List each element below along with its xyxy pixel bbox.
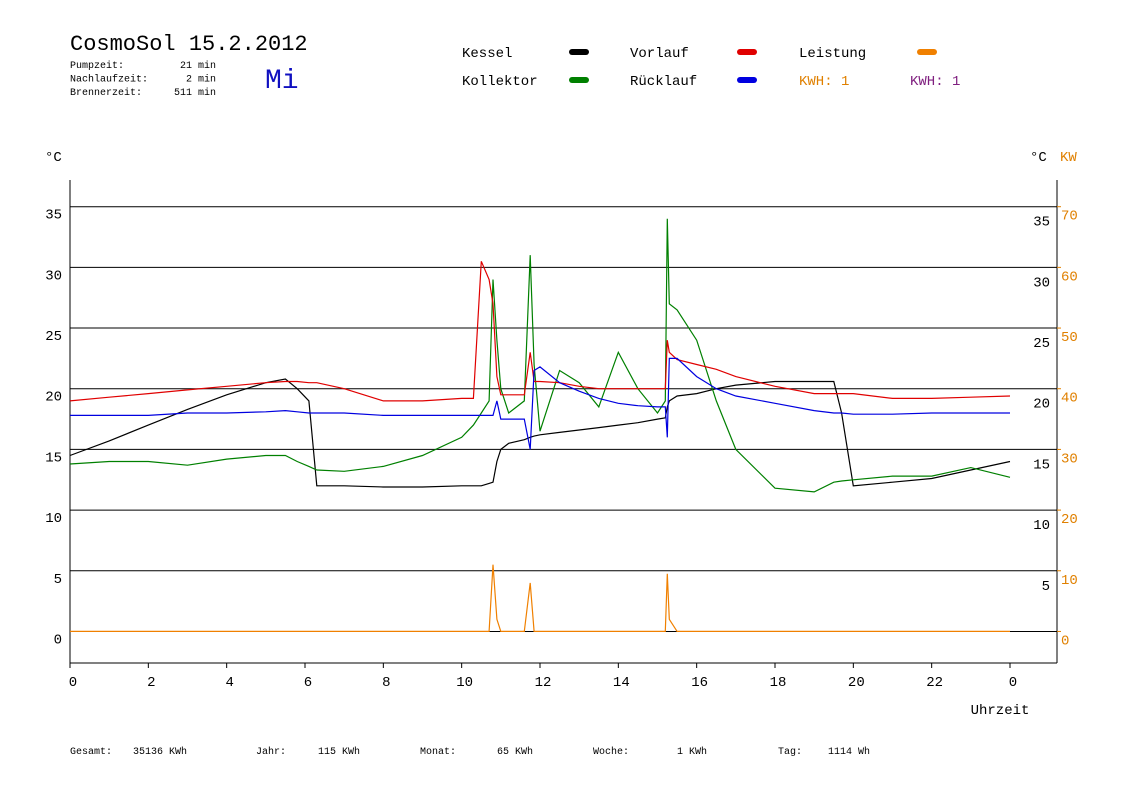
- total-value: 1114 Wh: [828, 746, 870, 758]
- stat-label: Nachlaufzeit:: [70, 74, 148, 86]
- y2-tick-label: 50: [1061, 330, 1078, 346]
- y-tick-label: 30: [45, 268, 62, 284]
- y-tick-label: 0: [54, 632, 62, 648]
- x-tick-label: 14: [613, 675, 630, 691]
- total-value: 35136 KWh: [133, 746, 187, 758]
- day-label: Mi: [265, 66, 299, 97]
- y-tick-label: 15: [45, 450, 62, 466]
- stat-label: Pumpzeit:: [70, 60, 124, 72]
- legend-label: Rücklauf: [630, 74, 697, 90]
- y-tick-label: 20: [45, 390, 62, 406]
- y2-axis-label: KW: [1060, 150, 1077, 166]
- x-tick-label: 12: [535, 675, 552, 691]
- y-tick-label: 35: [45, 208, 62, 224]
- y-axis-label-right: °C: [1030, 150, 1047, 166]
- series-line: [69, 261, 1011, 402]
- kwh-label: KWH: 1: [799, 74, 849, 90]
- y-tick-label: 25: [45, 329, 62, 345]
- total-label: Gesamt:: [70, 747, 112, 758]
- stat-value: 21 min: [180, 60, 216, 72]
- series-line: [69, 218, 1011, 493]
- x-tick-label: 6: [304, 675, 312, 691]
- total-value: 65 KWh: [497, 746, 533, 758]
- y-tick-label-right: 35: [1033, 215, 1050, 231]
- x-axis-label: Uhrzeit: [971, 703, 1030, 719]
- total-value: 1 KWh: [677, 746, 707, 758]
- y-tick-label-right: 30: [1033, 275, 1050, 291]
- x-tick-label: 16: [691, 675, 708, 691]
- y2-tick-label: 40: [1061, 391, 1078, 407]
- x-tick-label: 18: [770, 675, 787, 691]
- y2-tick-label: 0: [1061, 633, 1069, 649]
- series-line: [69, 378, 1011, 488]
- legend-label: Kollektor: [462, 74, 538, 90]
- legend-label: Leistung: [799, 46, 866, 62]
- y2-tick-label: 30: [1061, 451, 1078, 467]
- x-tick-label: 0: [69, 675, 77, 691]
- x-tick-label: 2: [147, 675, 155, 691]
- total-label: Tag:: [778, 747, 802, 758]
- total-label: Woche:: [593, 746, 629, 758]
- y-tick-label-right: 15: [1033, 457, 1050, 473]
- y-tick-label: 10: [45, 511, 62, 527]
- x-tick-label: 20: [848, 675, 865, 691]
- x-tick-label: 0: [1009, 675, 1017, 691]
- y2-tick-label: 10: [1061, 573, 1078, 589]
- series-line: [70, 564, 1010, 632]
- stat-label: Brennerzeit:: [70, 87, 142, 99]
- x-tick-label: 22: [926, 675, 943, 691]
- x-tick-label: 10: [456, 675, 473, 691]
- legend-label: Vorlauf: [630, 46, 689, 62]
- y2-tick-label: 60: [1061, 269, 1078, 285]
- chart-title: CosmoSol 15.2.2012: [70, 32, 308, 57]
- y-tick-label-right: 5: [1042, 579, 1050, 595]
- y2-tick-label: 20: [1061, 512, 1078, 528]
- legend-label: Kessel: [462, 46, 512, 62]
- kwh-label: KWH: 1: [910, 74, 960, 90]
- series-line: [70, 357, 1010, 450]
- y-tick-label: 5: [54, 572, 62, 588]
- stat-value: 511 min: [174, 87, 216, 99]
- total-label: Jahr:: [256, 746, 286, 758]
- stat-value: 2 min: [186, 74, 216, 86]
- x-tick-label: 8: [382, 675, 390, 691]
- y-axis-label: °C: [45, 150, 62, 166]
- total-label: Monat:: [420, 747, 456, 758]
- y2-tick-label: 70: [1061, 209, 1078, 225]
- total-value: 115 KWh: [318, 746, 360, 758]
- x-tick-label: 4: [225, 675, 233, 691]
- y-tick-label-right: 10: [1033, 518, 1050, 534]
- y-tick-label-right: 25: [1033, 336, 1050, 352]
- y-tick-label-right: 20: [1033, 397, 1050, 413]
